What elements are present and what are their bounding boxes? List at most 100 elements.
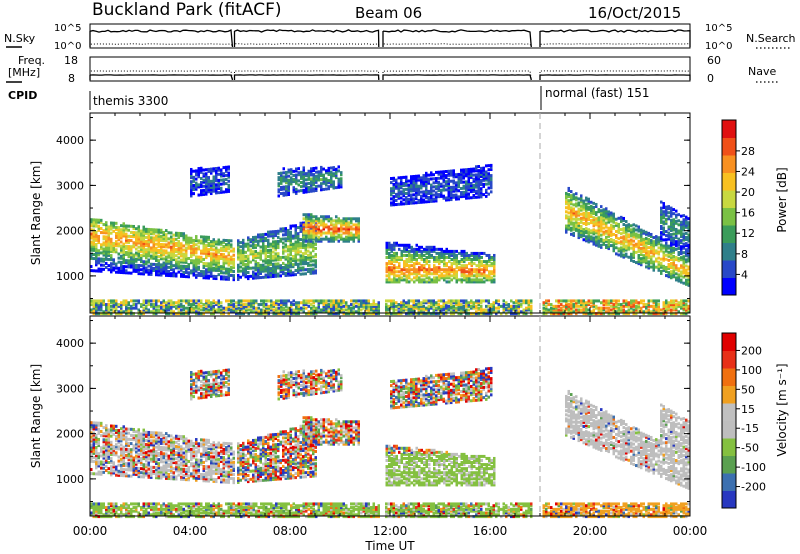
power-cell xyxy=(483,251,486,255)
power-cell xyxy=(445,182,448,186)
power-cell xyxy=(317,219,320,223)
power-cell xyxy=(325,215,328,219)
power-cell xyxy=(460,170,463,174)
power-cell xyxy=(237,239,240,243)
power-cell xyxy=(480,274,483,278)
power-cell-near xyxy=(452,312,455,316)
power-cell xyxy=(304,258,307,262)
power-cell-near xyxy=(152,306,155,310)
power-cell xyxy=(292,186,295,190)
power-cell xyxy=(335,229,338,233)
power-cell xyxy=(687,239,690,243)
power-cell xyxy=(567,201,570,205)
power-cell xyxy=(122,260,125,264)
power-cell xyxy=(675,258,678,262)
power-cell xyxy=(490,180,493,184)
power-cell xyxy=(478,274,481,278)
power-cell-near xyxy=(165,301,168,305)
power-cell xyxy=(340,173,343,177)
power-cell xyxy=(460,172,463,176)
power-cell xyxy=(182,232,185,236)
power-cell xyxy=(294,273,297,277)
power-cell xyxy=(630,252,633,256)
power-cell xyxy=(385,247,388,251)
power-cell xyxy=(259,263,262,267)
power-cell xyxy=(642,241,645,245)
power-cell xyxy=(222,257,225,261)
power-cell xyxy=(305,239,308,243)
power-cell-near xyxy=(450,306,453,310)
power-cell xyxy=(490,255,493,259)
power-cell xyxy=(670,255,673,259)
power-cell-near xyxy=(407,306,410,310)
power-cell xyxy=(460,258,463,262)
power-cell xyxy=(142,262,145,266)
power-cell xyxy=(422,200,425,204)
power-cell xyxy=(565,214,568,218)
power-cell xyxy=(285,179,288,183)
power-cell-near xyxy=(100,303,103,307)
power-cell xyxy=(330,166,333,170)
power-cell xyxy=(480,191,483,195)
power-cell xyxy=(342,227,345,231)
power-cell xyxy=(200,241,203,245)
freq-tick-top: 18 xyxy=(64,54,78,67)
power-cell xyxy=(455,262,458,266)
power-cell xyxy=(112,229,115,233)
power-cell-near xyxy=(142,299,145,303)
power-cell xyxy=(450,198,453,202)
power-cell-near xyxy=(210,303,213,307)
power-cell xyxy=(662,228,665,232)
power-cell xyxy=(475,169,478,173)
power-cell xyxy=(190,255,193,259)
power-cell-near xyxy=(297,308,300,312)
power-cell xyxy=(90,234,93,238)
power-cell xyxy=(577,211,580,215)
power-cell xyxy=(635,234,638,238)
power-cell xyxy=(182,258,185,262)
power-cell xyxy=(458,266,461,270)
power-cell xyxy=(320,239,323,243)
power-cell-near xyxy=(295,310,298,314)
power-cell xyxy=(485,253,488,257)
power-cell xyxy=(287,228,290,232)
power-cell-near xyxy=(432,304,435,308)
power-cell xyxy=(413,276,416,280)
power-cell xyxy=(105,229,108,233)
power-cell-near xyxy=(257,312,260,316)
power-cell xyxy=(244,265,247,269)
power-cell xyxy=(97,253,100,257)
power-cell xyxy=(165,269,168,273)
power-cell xyxy=(307,221,310,225)
power-cell xyxy=(297,246,300,250)
power-cell xyxy=(305,190,308,194)
power-cell xyxy=(342,219,345,223)
power-cell-near xyxy=(207,304,210,308)
power-cell xyxy=(127,240,130,244)
power-cell xyxy=(162,235,165,239)
power-cell xyxy=(637,262,640,266)
power-cell xyxy=(220,265,223,269)
power-cell xyxy=(483,276,486,280)
power-cell-near xyxy=(307,304,310,308)
power-cell xyxy=(105,257,108,261)
power-cell xyxy=(335,225,338,229)
power-cell xyxy=(182,272,185,276)
power-cell-near xyxy=(515,310,518,314)
power-cell-near xyxy=(320,301,323,305)
power-cell xyxy=(302,172,305,176)
power-cell xyxy=(463,255,466,259)
power-cell xyxy=(680,280,683,284)
power-cell-near xyxy=(345,304,348,308)
power-cell xyxy=(315,237,318,241)
power-cell xyxy=(447,182,450,186)
power-cell xyxy=(595,204,598,208)
power-cell-near xyxy=(245,306,248,310)
power-cell xyxy=(239,245,242,249)
power-cell xyxy=(294,260,297,264)
power-cell xyxy=(135,247,138,251)
power-cell xyxy=(185,246,188,250)
power-cell xyxy=(282,247,285,251)
power-cell xyxy=(662,244,665,248)
power-cell xyxy=(242,259,245,263)
